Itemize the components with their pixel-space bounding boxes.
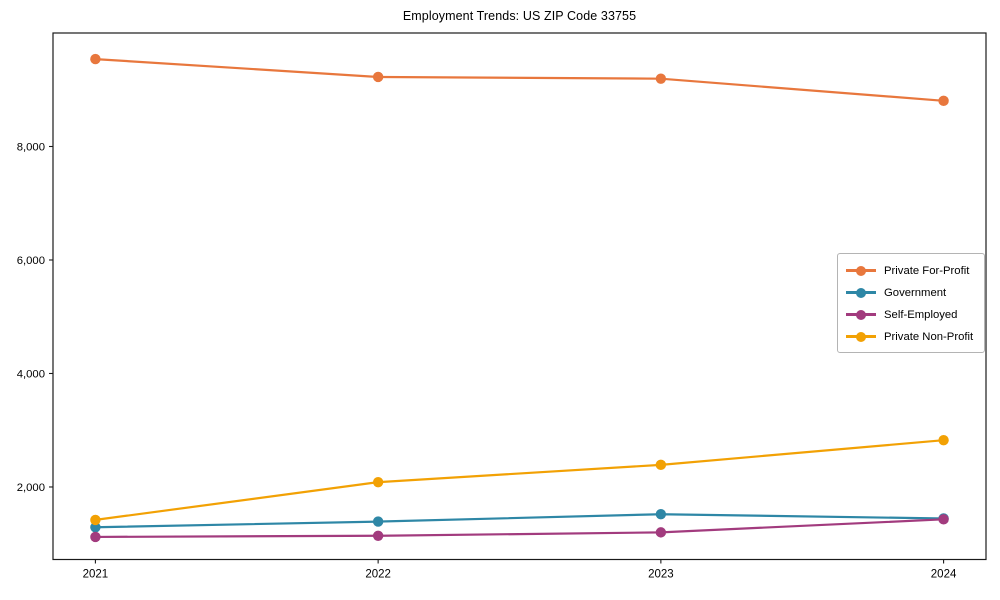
legend-label: Private Non-Profit bbox=[884, 330, 974, 343]
x-tick-label: 2022 bbox=[365, 569, 391, 581]
y-tick-label: 2,000 bbox=[17, 482, 45, 494]
series-line bbox=[94, 518, 945, 539]
legend-line-marker-icon bbox=[846, 331, 876, 342]
data-point bbox=[655, 73, 667, 84]
data-point bbox=[90, 531, 101, 543]
y-tick-label: 6,000 bbox=[17, 255, 45, 267]
data-point bbox=[90, 522, 101, 533]
x-tick-label: 2024 bbox=[931, 569, 957, 581]
y-tick-label: 4,000 bbox=[17, 368, 45, 380]
data-point bbox=[655, 509, 667, 520]
legend-label: Government bbox=[884, 286, 947, 299]
series-line bbox=[94, 58, 945, 102]
data-point bbox=[90, 514, 101, 526]
data-point bbox=[372, 476, 384, 488]
data-point bbox=[938, 95, 949, 107]
legend-label: Self-Employed bbox=[884, 308, 958, 321]
x-tick-label: 2021 bbox=[83, 569, 109, 581]
chart-title: Employment Trends: US ZIP Code 33755 bbox=[402, 9, 637, 23]
legend-item: Government bbox=[846, 283, 976, 302]
series-line bbox=[94, 513, 945, 529]
axes-frame bbox=[52, 32, 987, 561]
data-point bbox=[655, 459, 667, 471]
legend-item: Self-Employed bbox=[846, 305, 976, 324]
data-point bbox=[655, 527, 667, 538]
legend-line-marker-icon bbox=[846, 287, 876, 298]
y-tick-label: 8,000 bbox=[17, 141, 45, 153]
data-point bbox=[372, 516, 384, 527]
x-tick-label: 2023 bbox=[648, 569, 674, 581]
legend-item: Private Non-Profit bbox=[846, 327, 976, 346]
data-point bbox=[938, 434, 949, 446]
series-line bbox=[94, 439, 945, 521]
legend-line-marker-icon bbox=[846, 265, 876, 276]
legend-label: Private For-Profit bbox=[884, 264, 970, 277]
data-point bbox=[372, 530, 384, 541]
data-point bbox=[938, 514, 949, 525]
data-point bbox=[372, 71, 384, 83]
legend: Private For-Profit Government Self-Emplo… bbox=[837, 253, 985, 353]
legend-item: Private For-Profit bbox=[846, 261, 976, 280]
legend-line-marker-icon bbox=[846, 309, 876, 320]
data-point bbox=[90, 53, 101, 65]
